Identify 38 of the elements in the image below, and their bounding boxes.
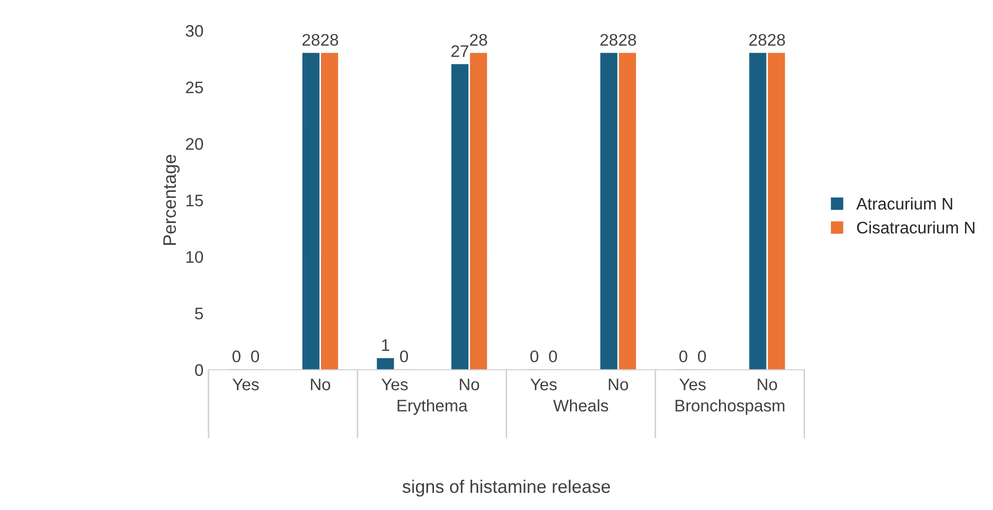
y-tick-label: 30 <box>186 25 204 37</box>
data-label: 28 <box>470 34 488 46</box>
data-label: 1 <box>382 339 390 351</box>
data-label: 27 <box>451 45 468 57</box>
text: Wheals <box>553 399 608 412</box>
data-label: 28 <box>749 34 766 46</box>
x-tick-label: No <box>460 378 480 390</box>
x-tick-label: No <box>310 378 330 390</box>
legend-label: Atracurium N <box>856 197 952 210</box>
y-tick-label: 10 <box>186 251 204 263</box>
data-label: 0 <box>530 350 538 362</box>
y-tick-label: 20 <box>186 138 204 150</box>
y-tick-label: 5 <box>195 308 203 320</box>
x-tick-label: Yes <box>232 378 259 390</box>
text: Bronchospasm <box>676 399 784 415</box>
data-label: 0 <box>679 350 688 362</box>
text: Erythema <box>398 399 468 415</box>
data-label: 28 <box>302 34 320 46</box>
x-tick-label: Yes <box>381 378 408 390</box>
data-label: 28 <box>768 34 785 46</box>
data-label: 0 <box>251 350 260 362</box>
y-axis-title: Percentage <box>163 154 180 245</box>
data-label: 0 <box>232 350 240 362</box>
x-axis-title: signs of histamine release <box>402 480 610 497</box>
data-label: 0 <box>400 350 408 362</box>
data-label: 0 <box>698 350 706 362</box>
x-tick-label: No <box>608 378 628 390</box>
legend-label: Cisatracurium N <box>857 221 974 234</box>
y-tick-label: 0 <box>195 364 204 376</box>
x-tick-label: Yes <box>530 378 557 390</box>
data-label: 28 <box>619 34 636 46</box>
y-tick-label: 15 <box>186 194 203 206</box>
data-label: 28 <box>321 34 338 46</box>
x-tick-label: No <box>758 378 778 390</box>
data-label: 0 <box>548 350 557 362</box>
x-tick-label: Yes <box>679 378 706 390</box>
y-tick-label: 25 <box>186 82 203 94</box>
data-label: 28 <box>600 34 618 46</box>
